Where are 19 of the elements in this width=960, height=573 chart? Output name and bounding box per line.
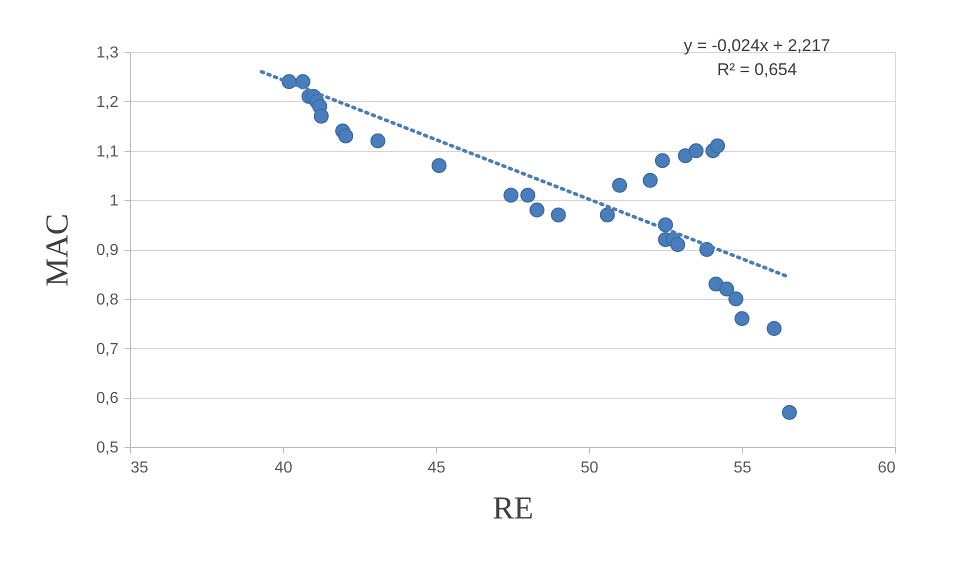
y-tick-label: 0,9 bbox=[96, 242, 119, 259]
y-tick-label: 1,1 bbox=[96, 143, 119, 160]
x-tick-label: 60 bbox=[878, 460, 896, 476]
y-tick-label: 1 bbox=[110, 192, 119, 210]
y-tick-label: 1,2 bbox=[96, 94, 119, 111]
y-tick-label: 0,8 bbox=[96, 291, 119, 308]
y-tick-label: 0,7 bbox=[96, 340, 119, 358]
annotation: R² = 0,654 bbox=[717, 60, 797, 79]
x-tick-label: 35 bbox=[130, 460, 148, 476]
x-tick-label: 45 bbox=[428, 460, 446, 476]
y-tick-label: 0,6 bbox=[96, 390, 119, 408]
x-tick-label: 40 bbox=[274, 460, 292, 476]
annotation: y = -0,024x + 2,217 bbox=[684, 36, 830, 55]
y-axis-title: MAC bbox=[38, 214, 74, 286]
x-tick-label: 50 bbox=[580, 460, 598, 476]
x-tick-label: 55 bbox=[734, 460, 752, 476]
y-tick-label: 1,3 bbox=[96, 44, 119, 62]
x-axis-title: RE bbox=[492, 490, 534, 526]
y-tick-label: 0,5 bbox=[96, 440, 119, 456]
